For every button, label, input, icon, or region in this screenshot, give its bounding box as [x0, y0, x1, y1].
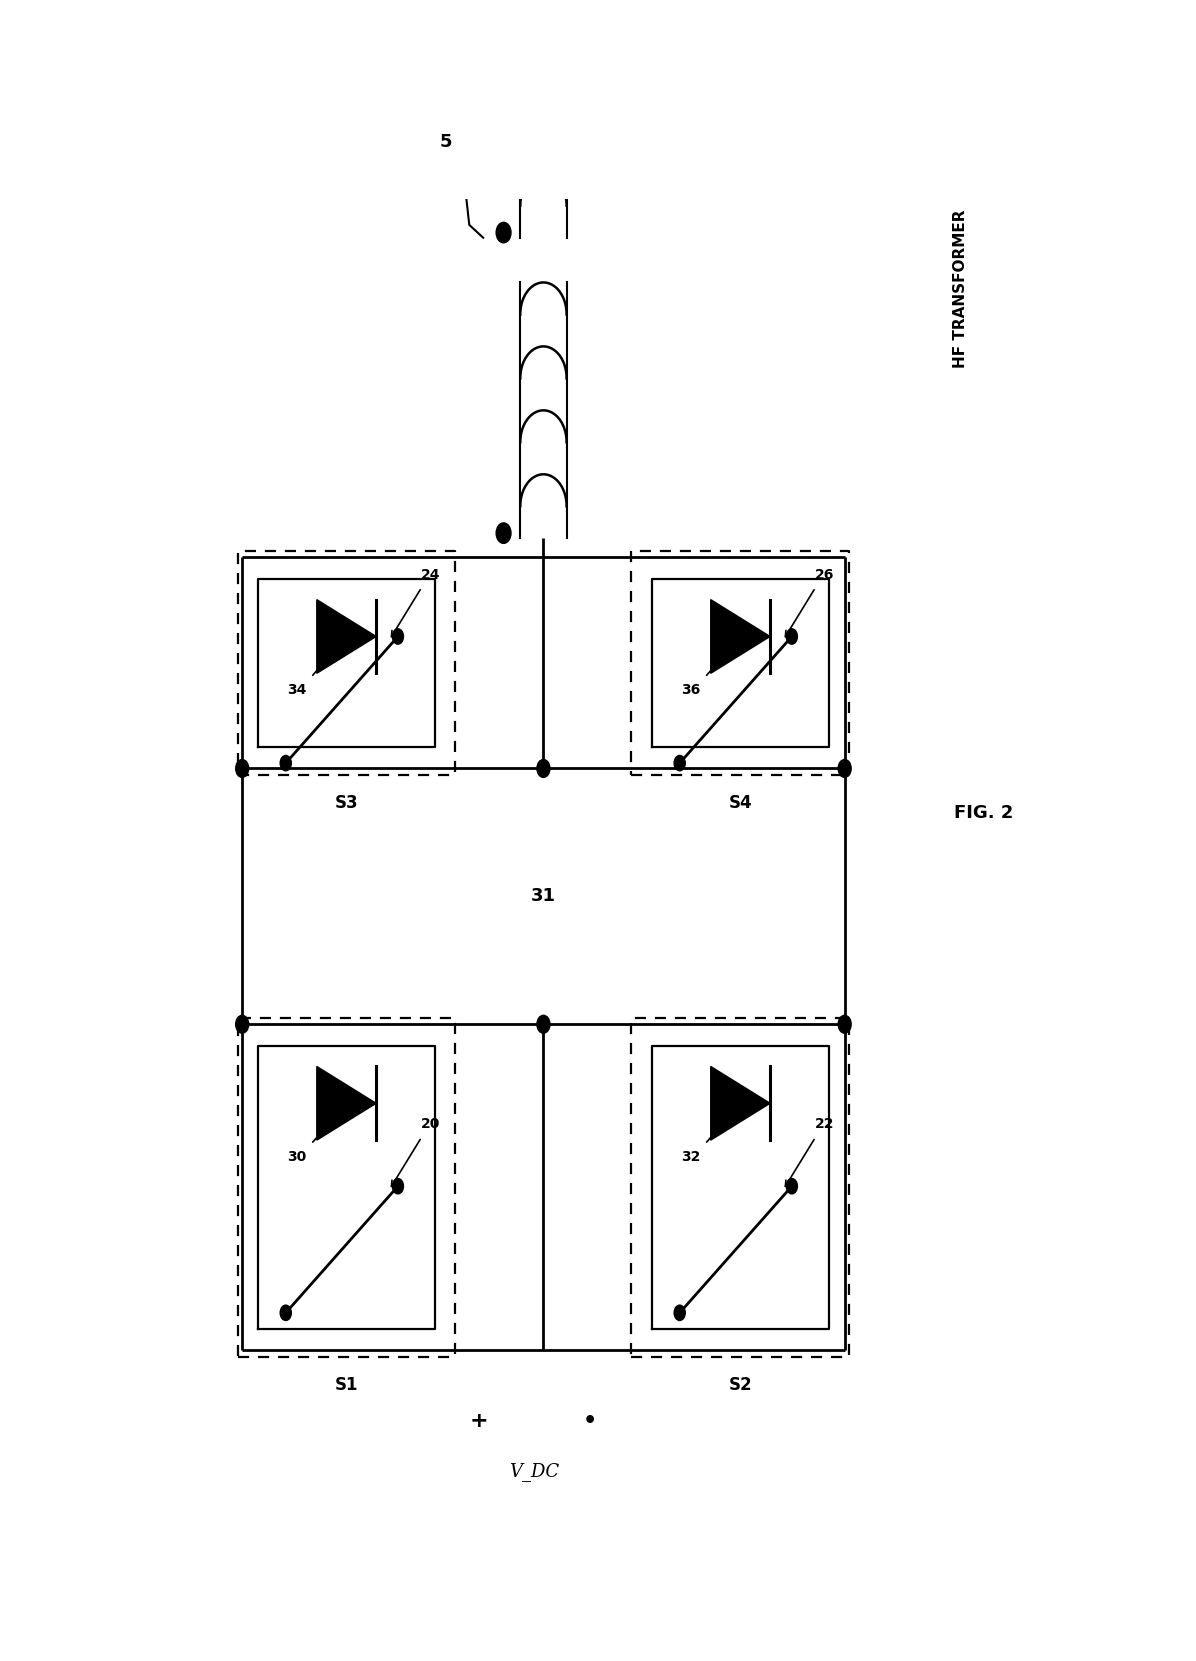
- Circle shape: [838, 1015, 852, 1033]
- Circle shape: [236, 759, 249, 777]
- Circle shape: [675, 1306, 685, 1320]
- Polygon shape: [710, 1066, 770, 1139]
- Circle shape: [392, 1179, 403, 1194]
- Text: 31: 31: [531, 887, 556, 905]
- Circle shape: [280, 756, 292, 771]
- Text: V_DC: V_DC: [509, 1462, 560, 1482]
- Text: +: +: [469, 1410, 488, 1430]
- Polygon shape: [317, 1066, 376, 1139]
- Text: 30: 30: [287, 1149, 306, 1164]
- Circle shape: [392, 630, 403, 644]
- Polygon shape: [317, 600, 376, 673]
- Text: 34: 34: [287, 683, 306, 698]
- Text: 24: 24: [421, 568, 440, 581]
- Circle shape: [786, 1179, 798, 1194]
- Text: 36: 36: [682, 683, 701, 698]
- Text: S2: S2: [728, 1375, 752, 1394]
- Circle shape: [496, 523, 511, 543]
- Text: HF TRANSFORMER: HF TRANSFORMER: [953, 209, 968, 369]
- Text: S1: S1: [335, 1375, 359, 1394]
- Circle shape: [537, 1015, 550, 1033]
- Circle shape: [675, 756, 685, 771]
- Text: FIG. 2: FIG. 2: [954, 804, 1013, 822]
- Text: •: •: [582, 1410, 597, 1430]
- Text: S4: S4: [728, 794, 752, 812]
- Circle shape: [280, 1306, 292, 1320]
- Circle shape: [496, 223, 511, 243]
- Text: 22: 22: [816, 1118, 835, 1131]
- Circle shape: [537, 759, 550, 777]
- Text: 32: 32: [682, 1149, 701, 1164]
- Text: S3: S3: [335, 794, 359, 812]
- Text: 26: 26: [816, 568, 835, 581]
- Circle shape: [786, 630, 798, 644]
- Polygon shape: [710, 600, 770, 673]
- Circle shape: [236, 1015, 249, 1033]
- Text: 5: 5: [440, 133, 452, 151]
- Circle shape: [838, 759, 852, 777]
- Text: 20: 20: [421, 1118, 440, 1131]
